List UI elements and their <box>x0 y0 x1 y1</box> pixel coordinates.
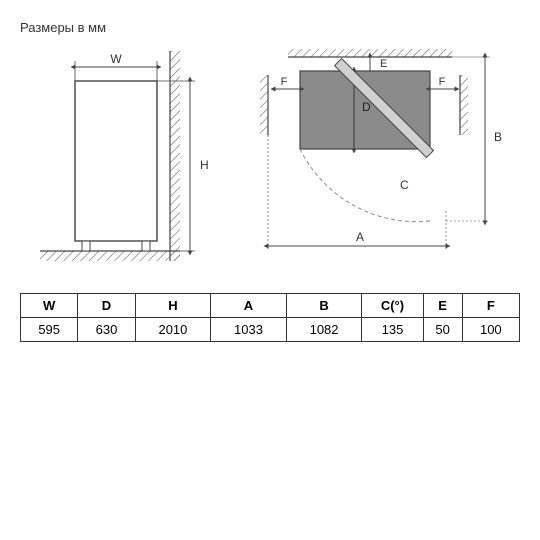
page: Размеры в мм <box>0 0 540 540</box>
table-header-row: W D H A B C(°) E F <box>21 294 520 318</box>
dim-label-H: H <box>200 158 209 172</box>
page-title: Размеры в мм <box>20 20 520 35</box>
val-D: 630 <box>78 318 135 342</box>
plan-view-diagram: E F F D C A <box>250 41 510 271</box>
table-row: 595 630 2010 1033 1082 135 50 100 <box>21 318 520 342</box>
col-H: H <box>135 294 211 318</box>
col-E: E <box>423 294 462 318</box>
dim-label-F-left: F <box>281 76 288 88</box>
front-elevation-diagram: W H <box>20 41 220 271</box>
val-W: 595 <box>21 318 78 342</box>
figures-row: W H <box>20 41 520 271</box>
dim-label-D: D <box>362 100 371 114</box>
dim-label-B: B <box>494 130 502 144</box>
col-A: A <box>211 294 287 318</box>
dim-label-A: A <box>356 230 364 244</box>
col-C: C(°) <box>362 294 423 318</box>
val-B: 1082 <box>286 318 362 342</box>
dim-label-F-right: F <box>439 76 446 88</box>
col-W: W <box>21 294 78 318</box>
val-H: 2010 <box>135 318 211 342</box>
val-C: 135 <box>362 318 423 342</box>
val-F: 100 <box>462 318 519 342</box>
val-E: 50 <box>423 318 462 342</box>
col-D: D <box>78 294 135 318</box>
col-B: B <box>286 294 362 318</box>
dim-label-E: E <box>380 58 387 70</box>
col-F: F <box>462 294 519 318</box>
dim-label-C: C <box>400 178 409 192</box>
dim-label-W: W <box>110 52 122 66</box>
val-A: 1033 <box>211 318 287 342</box>
dimensions-table: W D H A B C(°) E F 595 630 2010 1033 108… <box>20 293 520 342</box>
